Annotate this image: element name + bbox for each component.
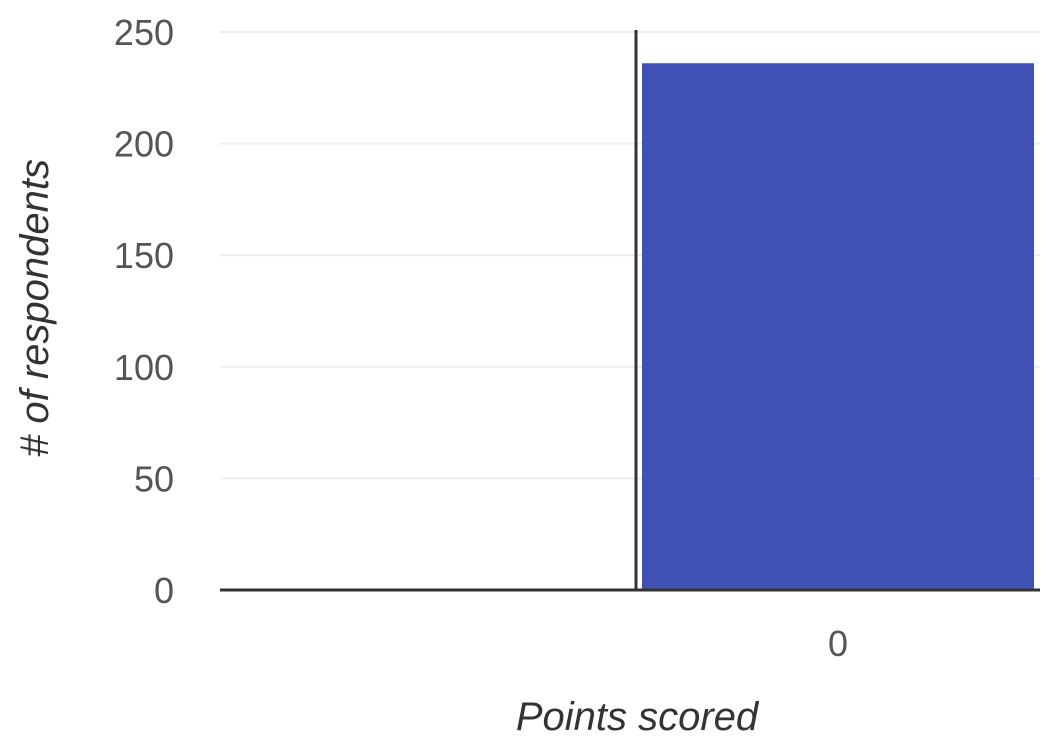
y-tick-labels: 0 50 100 150 200 250: [114, 12, 174, 611]
bars: [642, 63, 1034, 591]
y-tick-label: 150: [114, 235, 174, 276]
y-axis-title: # of respondents: [13, 159, 57, 457]
y-tick-label: 100: [114, 347, 174, 388]
x-tick-label: 0: [828, 623, 848, 664]
y-tick-label: 200: [114, 124, 174, 165]
x-axis-title: Points scored: [516, 695, 760, 739]
y-tick-label: 250: [114, 12, 174, 53]
x-tick-labels: 0: [828, 623, 848, 664]
y-tick-label: 0: [154, 570, 174, 611]
y-tick-label: 50: [134, 458, 174, 499]
bar-0: [642, 63, 1034, 591]
axes: [220, 30, 1040, 592]
